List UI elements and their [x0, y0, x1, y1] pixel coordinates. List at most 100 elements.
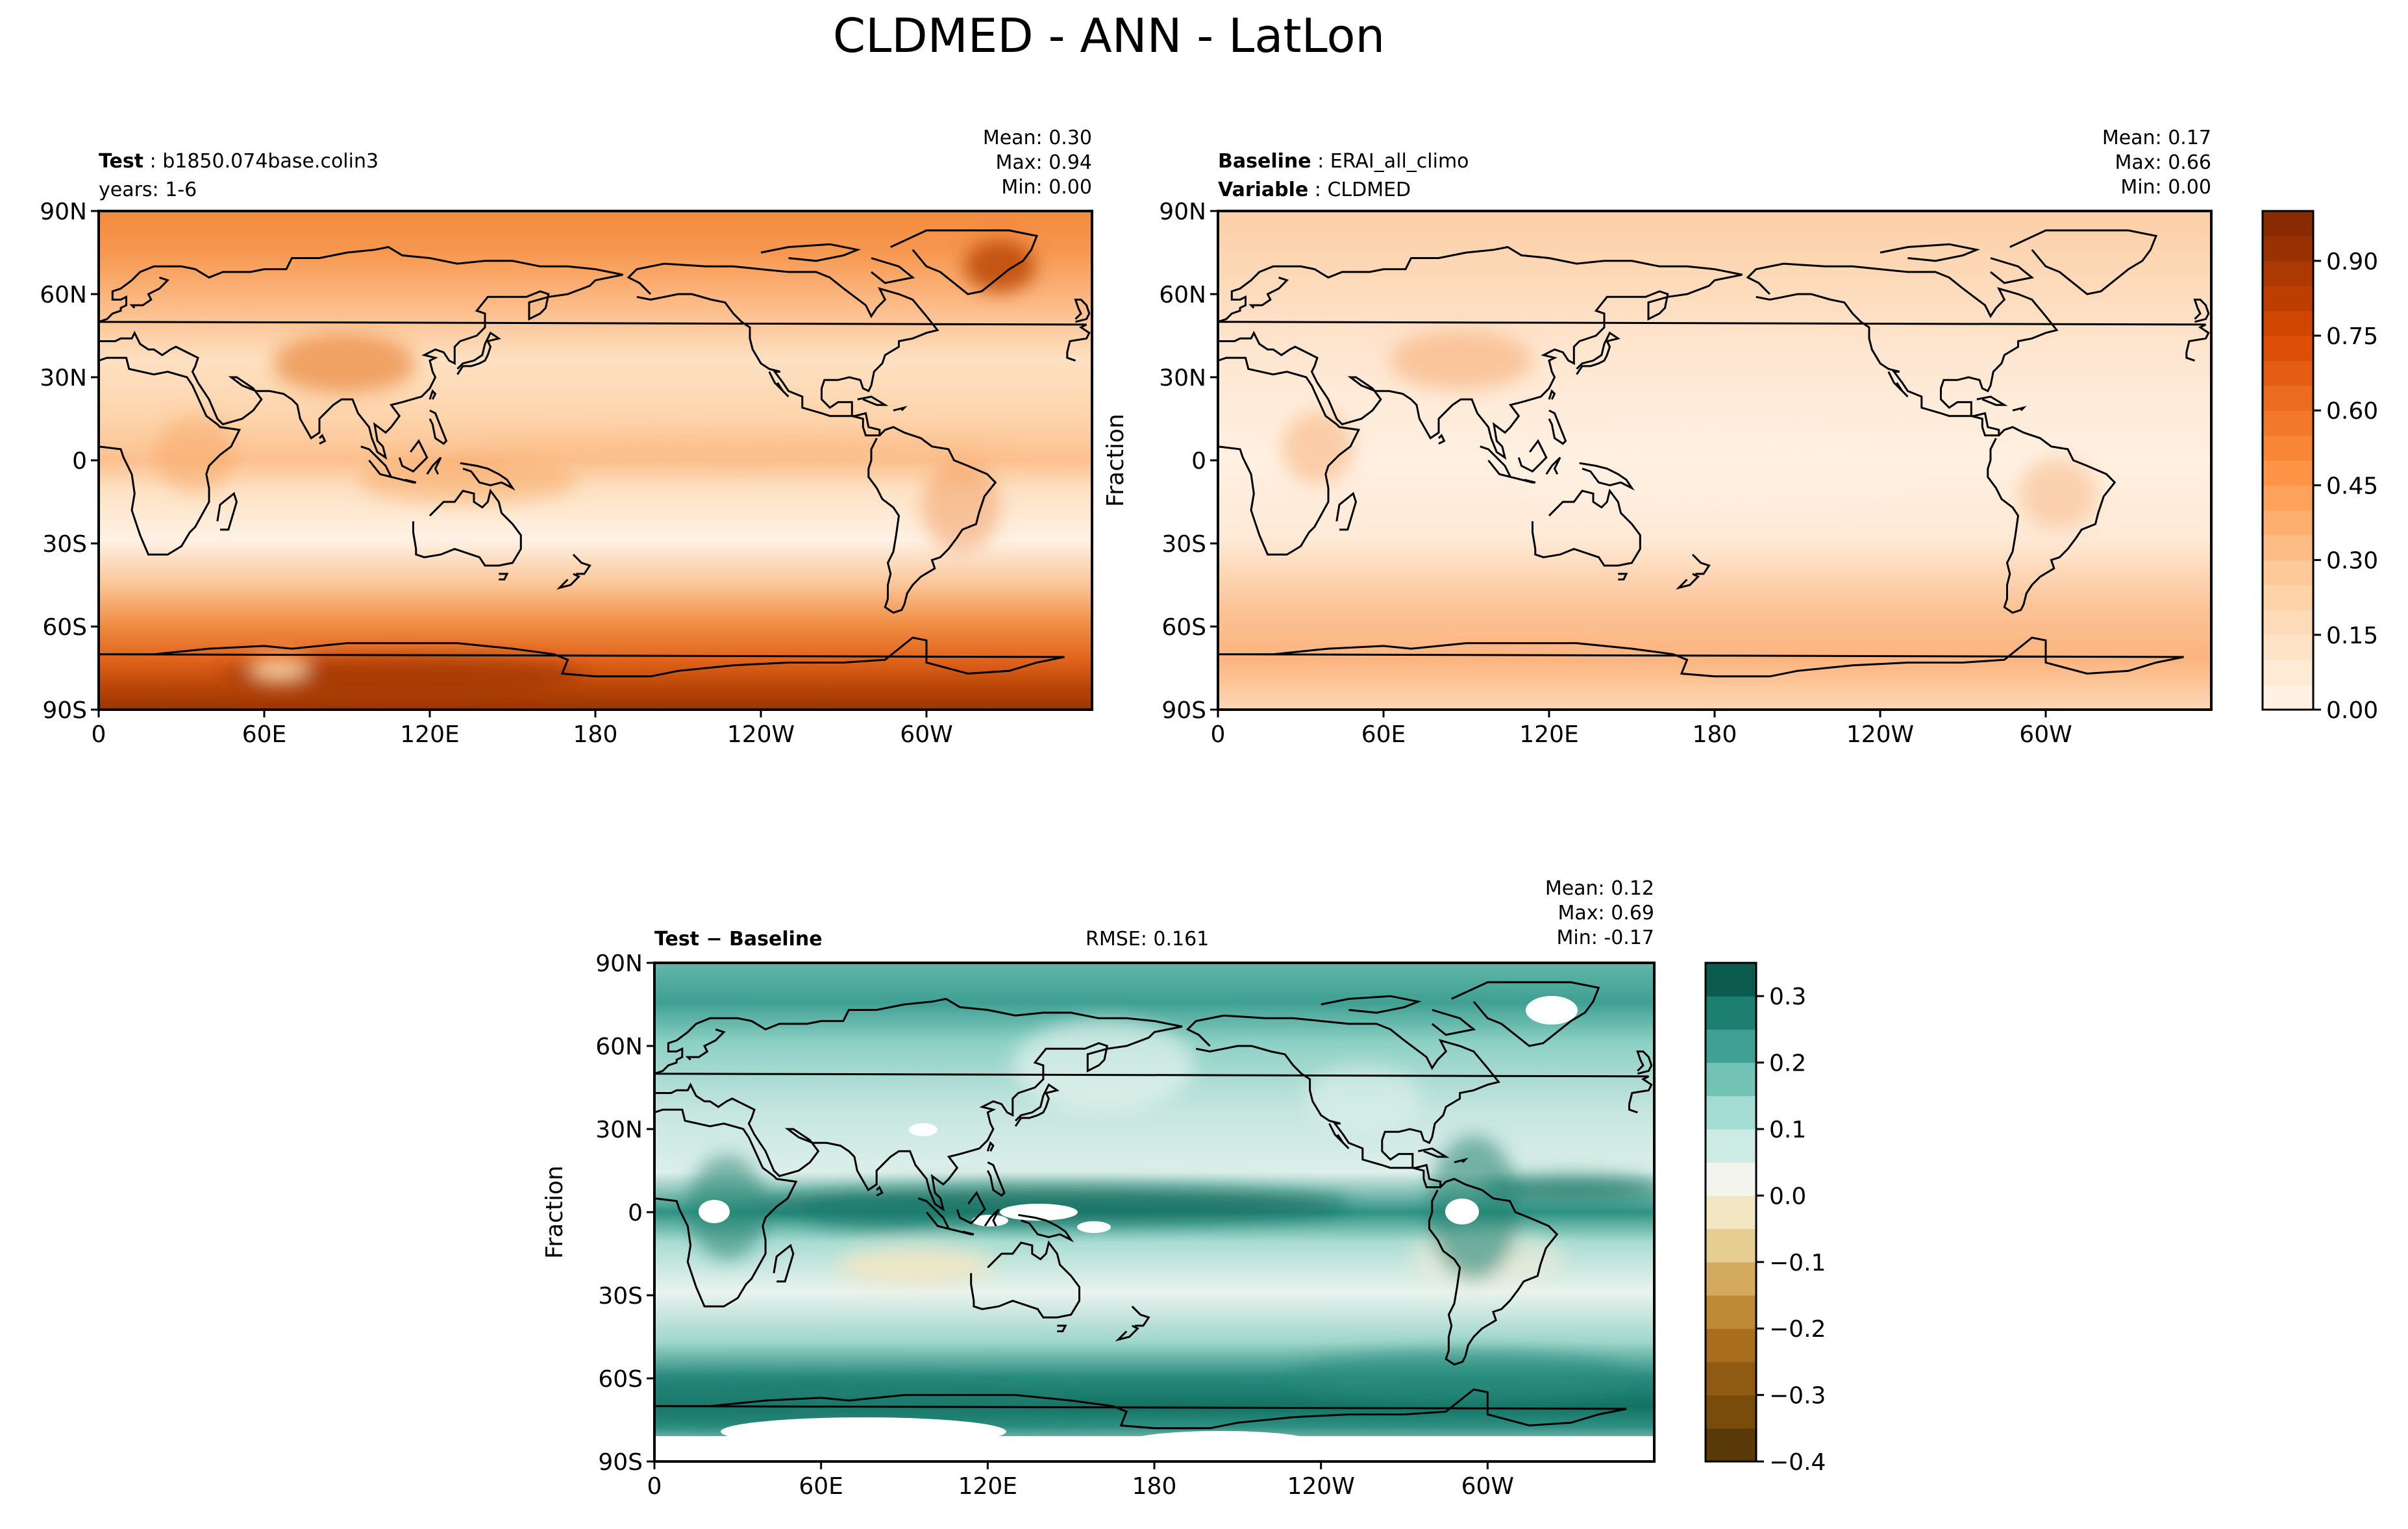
lat-tick-label: 90S — [1161, 697, 1206, 724]
colorbar-diff-tick-label: −0.2 — [1769, 1316, 1826, 1343]
colorbar-diff-band — [1706, 1262, 1756, 1296]
diff-stat-mean: Mean: 0.12 — [1545, 877, 1654, 900]
diff-lat-ticks: 90N 60N 30N 0 30S 60S 90S — [595, 951, 654, 1476]
lat-tick-label: 30N — [40, 365, 87, 392]
diff-field — [654, 963, 1654, 1461]
lat-tick-label: 60N — [40, 282, 87, 308]
test-stats: Mean: 0.30 Max: 0.94 Min: 0.00 — [983, 127, 1092, 199]
lon-tick-label: 0 — [647, 1473, 662, 1500]
svg-text:Variable : CLDMED: Variable : CLDMED — [1218, 179, 1411, 201]
diff-rmse: RMSE: 0.161 — [1086, 928, 1209, 951]
diff-ylabel: Fraction — [541, 1165, 568, 1259]
colorbar-main-band — [2263, 684, 2313, 710]
colorbar-main-tick-label: 0.75 — [2326, 323, 2378, 350]
colorbar-main-tick-label: 0.30 — [2326, 548, 2378, 575]
panel-baseline: 90N 60N 30N 0 30S 60S 90S 0 60E 120E 180 120W 60W F… — [1102, 127, 2213, 748]
lat-tick-label: 90S — [42, 697, 87, 724]
colorbar-diff-tick-label: 0.1 — [1769, 1117, 1806, 1143]
colorbar-diff-tick-label: −0.3 — [1769, 1383, 1826, 1410]
colorbar-main-band — [2263, 211, 2313, 236]
colorbar-diff-band — [1706, 1195, 1756, 1230]
colorbar-diff-band — [1706, 1162, 1756, 1196]
colorbar-main-band — [2263, 585, 2313, 610]
colorbar-main-band — [2263, 336, 2313, 361]
diff-stats: Mean: 0.12 Max: 0.69 Min: -0.17 — [1545, 877, 1654, 949]
baseline-stat-min: Min: 0.00 — [2120, 176, 2211, 199]
lat-tick-label: 30S — [42, 531, 87, 558]
colorbar-main: 0.00 0.15 0.30 0.45 0.60 0.75 0.90 — [2261, 210, 2378, 724]
colorbar-diff-tick-label: −0.4 — [1769, 1449, 1826, 1476]
lat-tick-label: 0 — [1191, 448, 1206, 475]
lat-tick-label: 30S — [1161, 531, 1206, 558]
test-coastlines — [99, 229, 1091, 678]
colorbar-diff-band — [1706, 996, 1756, 1030]
colorbar-main-band — [2263, 286, 2313, 312]
colorbar-diff-tick-label: 0.2 — [1769, 1050, 1806, 1077]
colorbar-diff-band — [1706, 1095, 1756, 1130]
diff-stat-max: Max: 0.69 — [1558, 902, 1654, 925]
lat-tick-label: 30S — [598, 1283, 643, 1310]
lon-tick-label: 0 — [1211, 721, 1226, 748]
colorbar-diff-band — [1706, 1295, 1756, 1329]
lat-tick-label: 90N — [1159, 199, 1206, 225]
test-label-value: b1850.074base.colin3 — [162, 150, 379, 173]
diff-label: Test − Baseline — [654, 928, 823, 951]
colorbar-main-tick-label: 0.60 — [2326, 398, 2378, 425]
lon-tick-label: 120E — [400, 721, 459, 748]
colorbar-main-bands — [2263, 211, 2313, 710]
lon-tick-label: 120W — [727, 721, 795, 748]
colorbar-main-band — [2263, 385, 2313, 411]
lat-tick-label: 90N — [40, 199, 87, 225]
lon-tick-label: 120E — [958, 1473, 1017, 1500]
baseline-var-bold: Variable — [1218, 179, 1308, 201]
baseline-ylabel: Fraction — [1102, 414, 1129, 507]
test-stat-max: Max: 0.94 — [996, 151, 1092, 174]
lat-tick-label: 90N — [595, 951, 643, 977]
colorbar-main-ticks: 0.00 0.15 0.30 0.45 0.60 0.75 0.90 — [2313, 249, 2378, 724]
lat-tick-label: 60S — [1161, 614, 1206, 641]
lon-tick-label: 120W — [1287, 1473, 1355, 1500]
colorbar-main-band — [2263, 560, 2313, 586]
lon-tick-label: 180 — [573, 721, 618, 748]
colorbar-diff: −0.4 −0.3 −0.2 −0.1 0.0 0.1 0.2 0.3 — [1704, 962, 1826, 1476]
lon-tick-label: 60W — [1461, 1473, 1514, 1500]
colorbar-diff-tick-label: −0.1 — [1769, 1250, 1826, 1276]
colorbar-diff-band — [1706, 1029, 1756, 1063]
lon-tick-label: 60W — [900, 721, 952, 748]
colorbar-diff-ticks: −0.4 −0.3 −0.2 −0.1 0.0 0.1 0.2 0.3 — [1756, 984, 1826, 1476]
lat-tick-label: 60N — [1159, 282, 1206, 308]
lat-tick-label: 90S — [598, 1449, 643, 1476]
baseline-lon-ticks: 0 60E 120E 180 120W 60W — [1211, 710, 2072, 748]
baseline-label-bold: Baseline — [1218, 150, 1311, 173]
colorbar-diff-band — [1706, 1328, 1756, 1362]
lon-tick-label: 180 — [1132, 1473, 1177, 1500]
diff-lon-ticks: 0 60E 120E 180 120W 60W — [647, 1461, 1514, 1500]
colorbar-diff-band — [1706, 1129, 1756, 1163]
baseline-coastlines — [1218, 229, 2210, 678]
colorbar-diff-frame — [1704, 962, 1757, 1463]
lon-tick-label: 60E — [799, 1473, 843, 1500]
lon-tick-label: 0 — [92, 721, 106, 748]
colorbar-main-tick-label: 0.45 — [2326, 473, 2378, 499]
baseline-label-value: ERAI_all_climo — [1330, 150, 1469, 173]
colorbar-main-band — [2263, 610, 2313, 636]
colorbar-diff-bands — [1706, 963, 1756, 1462]
baseline-lat-ticks: 90N 60N 30N 0 30S 60S 90S — [1159, 199, 1218, 724]
colorbar-main-band — [2263, 260, 2313, 286]
test-lat-ticks: 90N 60N 30N 0 30S 60S 90S — [40, 199, 99, 724]
lat-tick-label: 60S — [42, 614, 87, 641]
colorbar-main-band — [2263, 410, 2313, 436]
baseline-stat-mean: Mean: 0.17 — [2102, 127, 2211, 149]
colorbar-main-band — [2263, 460, 2313, 486]
svg-text:Test : b1850.074base.colin3: Test : b1850.074base.colin3 — [99, 150, 379, 173]
lat-tick-label: 60S — [598, 1366, 643, 1393]
lat-tick-label: 0 — [72, 448, 87, 475]
lon-tick-label: 180 — [1693, 721, 1737, 748]
colorbar-diff-band — [1706, 1428, 1756, 1462]
figure-title: CLDMED - ANN - LatLon — [833, 8, 1385, 63]
colorbar-main-tick-label: 0.00 — [2326, 697, 2378, 724]
colorbar-main-band — [2263, 360, 2313, 386]
test-stat-mean: Mean: 0.30 — [983, 127, 1092, 149]
colorbar-diff-band — [1706, 1361, 1756, 1396]
